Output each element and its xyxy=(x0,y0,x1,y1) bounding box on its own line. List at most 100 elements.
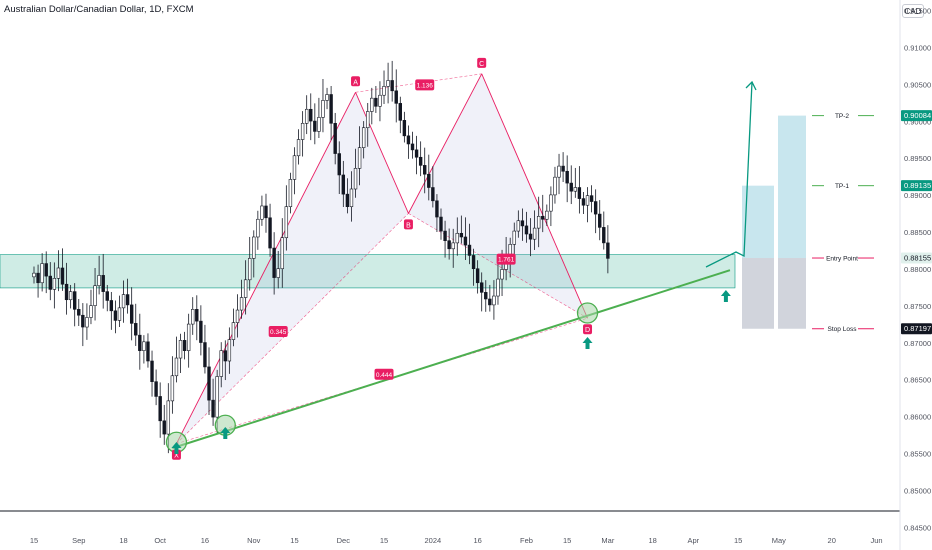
candle-1 xyxy=(36,264,40,298)
candle-50 xyxy=(235,294,240,338)
entry-level[interactable]: Entry Point xyxy=(812,256,874,263)
candle-75 xyxy=(337,141,341,195)
price-tick: 0.91000 xyxy=(904,43,931,52)
price-tag-text: 0.87197 xyxy=(904,324,931,333)
ratio-label[interactable]: 0.444 xyxy=(374,368,394,380)
price-tick: 0.86500 xyxy=(904,376,931,385)
candle-39 xyxy=(191,297,195,335)
tp1-zone[interactable] xyxy=(742,185,774,259)
candle-86 xyxy=(382,70,386,104)
time-tick: Jun xyxy=(870,536,882,545)
time-axis[interactable]: 15 Sep 18 Oct 16 Nov 15 Dec 15 2024 16 Feb 15 Mar 18 Ap… xyxy=(30,536,883,545)
price-tick: 0.88000 xyxy=(904,265,931,274)
price-tick: 0.90500 xyxy=(904,80,931,89)
candle-97 xyxy=(427,154,431,201)
candle-87 xyxy=(386,62,390,104)
stop-zone-1[interactable] xyxy=(742,258,774,329)
candle-94 xyxy=(414,135,419,175)
price-axis[interactable]: 0.91500 0.91000 0.90500 0.90000 0.89500 0.890… xyxy=(901,7,932,533)
swing-label-b[interactable]: B xyxy=(403,219,413,230)
stop-level[interactable]: Stop Loss xyxy=(812,326,874,333)
stop-zone-2[interactable] xyxy=(778,258,806,329)
price-tag-text: 0.90084 xyxy=(904,111,931,120)
ratio-label-text: 1.761 xyxy=(498,257,515,264)
candle-68 xyxy=(309,93,313,141)
candle-93 xyxy=(410,131,415,159)
candle-42 xyxy=(203,324,207,374)
candle-59 xyxy=(272,232,276,295)
up-arrow-icon xyxy=(220,427,231,439)
candle-84 xyxy=(374,86,378,113)
candle-34 xyxy=(170,356,175,414)
price-tick: 0.86000 xyxy=(904,413,931,422)
swing-label-text: A xyxy=(353,79,358,86)
candle-99 xyxy=(435,194,439,232)
time-tick: 15 xyxy=(290,536,298,545)
time-tick: 15 xyxy=(380,536,388,545)
currency-badge[interactable]: CAD xyxy=(902,4,924,18)
ratio-label[interactable]: 1.761 xyxy=(496,253,516,265)
candle-79 xyxy=(353,148,358,198)
support-zone[interactable] xyxy=(0,254,736,289)
tp1-level[interactable]: TP-1 xyxy=(812,183,874,190)
tp2-zone[interactable] xyxy=(778,115,806,259)
candle-139 xyxy=(598,200,602,241)
candle-82 xyxy=(366,102,370,147)
time-tick: Feb xyxy=(520,536,533,545)
candle-89 xyxy=(394,69,398,123)
candle-55 xyxy=(256,210,260,250)
candle-102 xyxy=(447,228,451,260)
time-tick: 15 xyxy=(30,536,38,545)
candle-137 xyxy=(589,185,594,213)
price-tag: 0.88155 xyxy=(901,252,932,264)
support-zone-layer xyxy=(0,254,736,289)
candle-2 xyxy=(40,253,44,292)
swing-label-text: X xyxy=(174,453,179,460)
projection-path[interactable] xyxy=(705,81,753,268)
long-position-layer[interactable]: TP-2 TP-1 Entry Point Stop Loss xyxy=(742,113,874,333)
candle-92 xyxy=(406,125,411,159)
candle-104 xyxy=(455,217,459,256)
candle-113 xyxy=(492,280,496,320)
ratio-label[interactable]: 0.345 xyxy=(268,325,288,337)
time-tick: Sep xyxy=(72,536,85,545)
swing-label-c[interactable]: C xyxy=(477,57,487,68)
price-tag: 0.90084 xyxy=(901,110,932,122)
candle-67 xyxy=(304,95,309,135)
candle-60 xyxy=(276,251,280,289)
candle-17 xyxy=(101,253,105,309)
candle-136 xyxy=(585,187,590,223)
candle-114 xyxy=(496,261,500,305)
swing-label-d[interactable]: D xyxy=(583,324,593,335)
candle-122 xyxy=(528,218,533,257)
candle-120 xyxy=(520,208,525,241)
tp2-level[interactable]: TP-2 xyxy=(812,113,874,120)
candle-123 xyxy=(532,210,537,250)
candle-128 xyxy=(553,166,557,204)
candle-73 xyxy=(329,86,333,141)
candle-125 xyxy=(541,194,545,233)
touch-circle-2[interactable] xyxy=(576,302,599,324)
price-tick: 0.89000 xyxy=(904,191,931,200)
time-tick: May xyxy=(772,536,786,545)
annotation-layer: X A B C D 0.345 1.136 1.761 0.444 xyxy=(165,57,757,460)
candle-101 xyxy=(443,220,447,258)
candle-64 xyxy=(292,147,297,195)
candle-96 xyxy=(423,147,427,194)
candle-30 xyxy=(154,369,158,406)
swing-label-a[interactable]: A xyxy=(351,76,361,87)
candle-109 xyxy=(475,260,480,294)
ratio-label[interactable]: 1.136 xyxy=(415,79,435,91)
candle-24 xyxy=(129,287,134,341)
symbol-title[interactable]: Australian Dollar/Canadian Dollar, 1D, F… xyxy=(4,4,194,15)
uptrend-line[interactable] xyxy=(172,269,731,450)
candle-100 xyxy=(439,208,443,240)
swing-label-x[interactable]: X xyxy=(171,449,181,460)
time-tick: 18 xyxy=(648,536,656,545)
candle-19 xyxy=(109,291,114,330)
candle-4 xyxy=(48,262,52,301)
candle-8 xyxy=(64,262,69,315)
candle-12 xyxy=(81,303,85,347)
candle-11 xyxy=(77,298,81,327)
